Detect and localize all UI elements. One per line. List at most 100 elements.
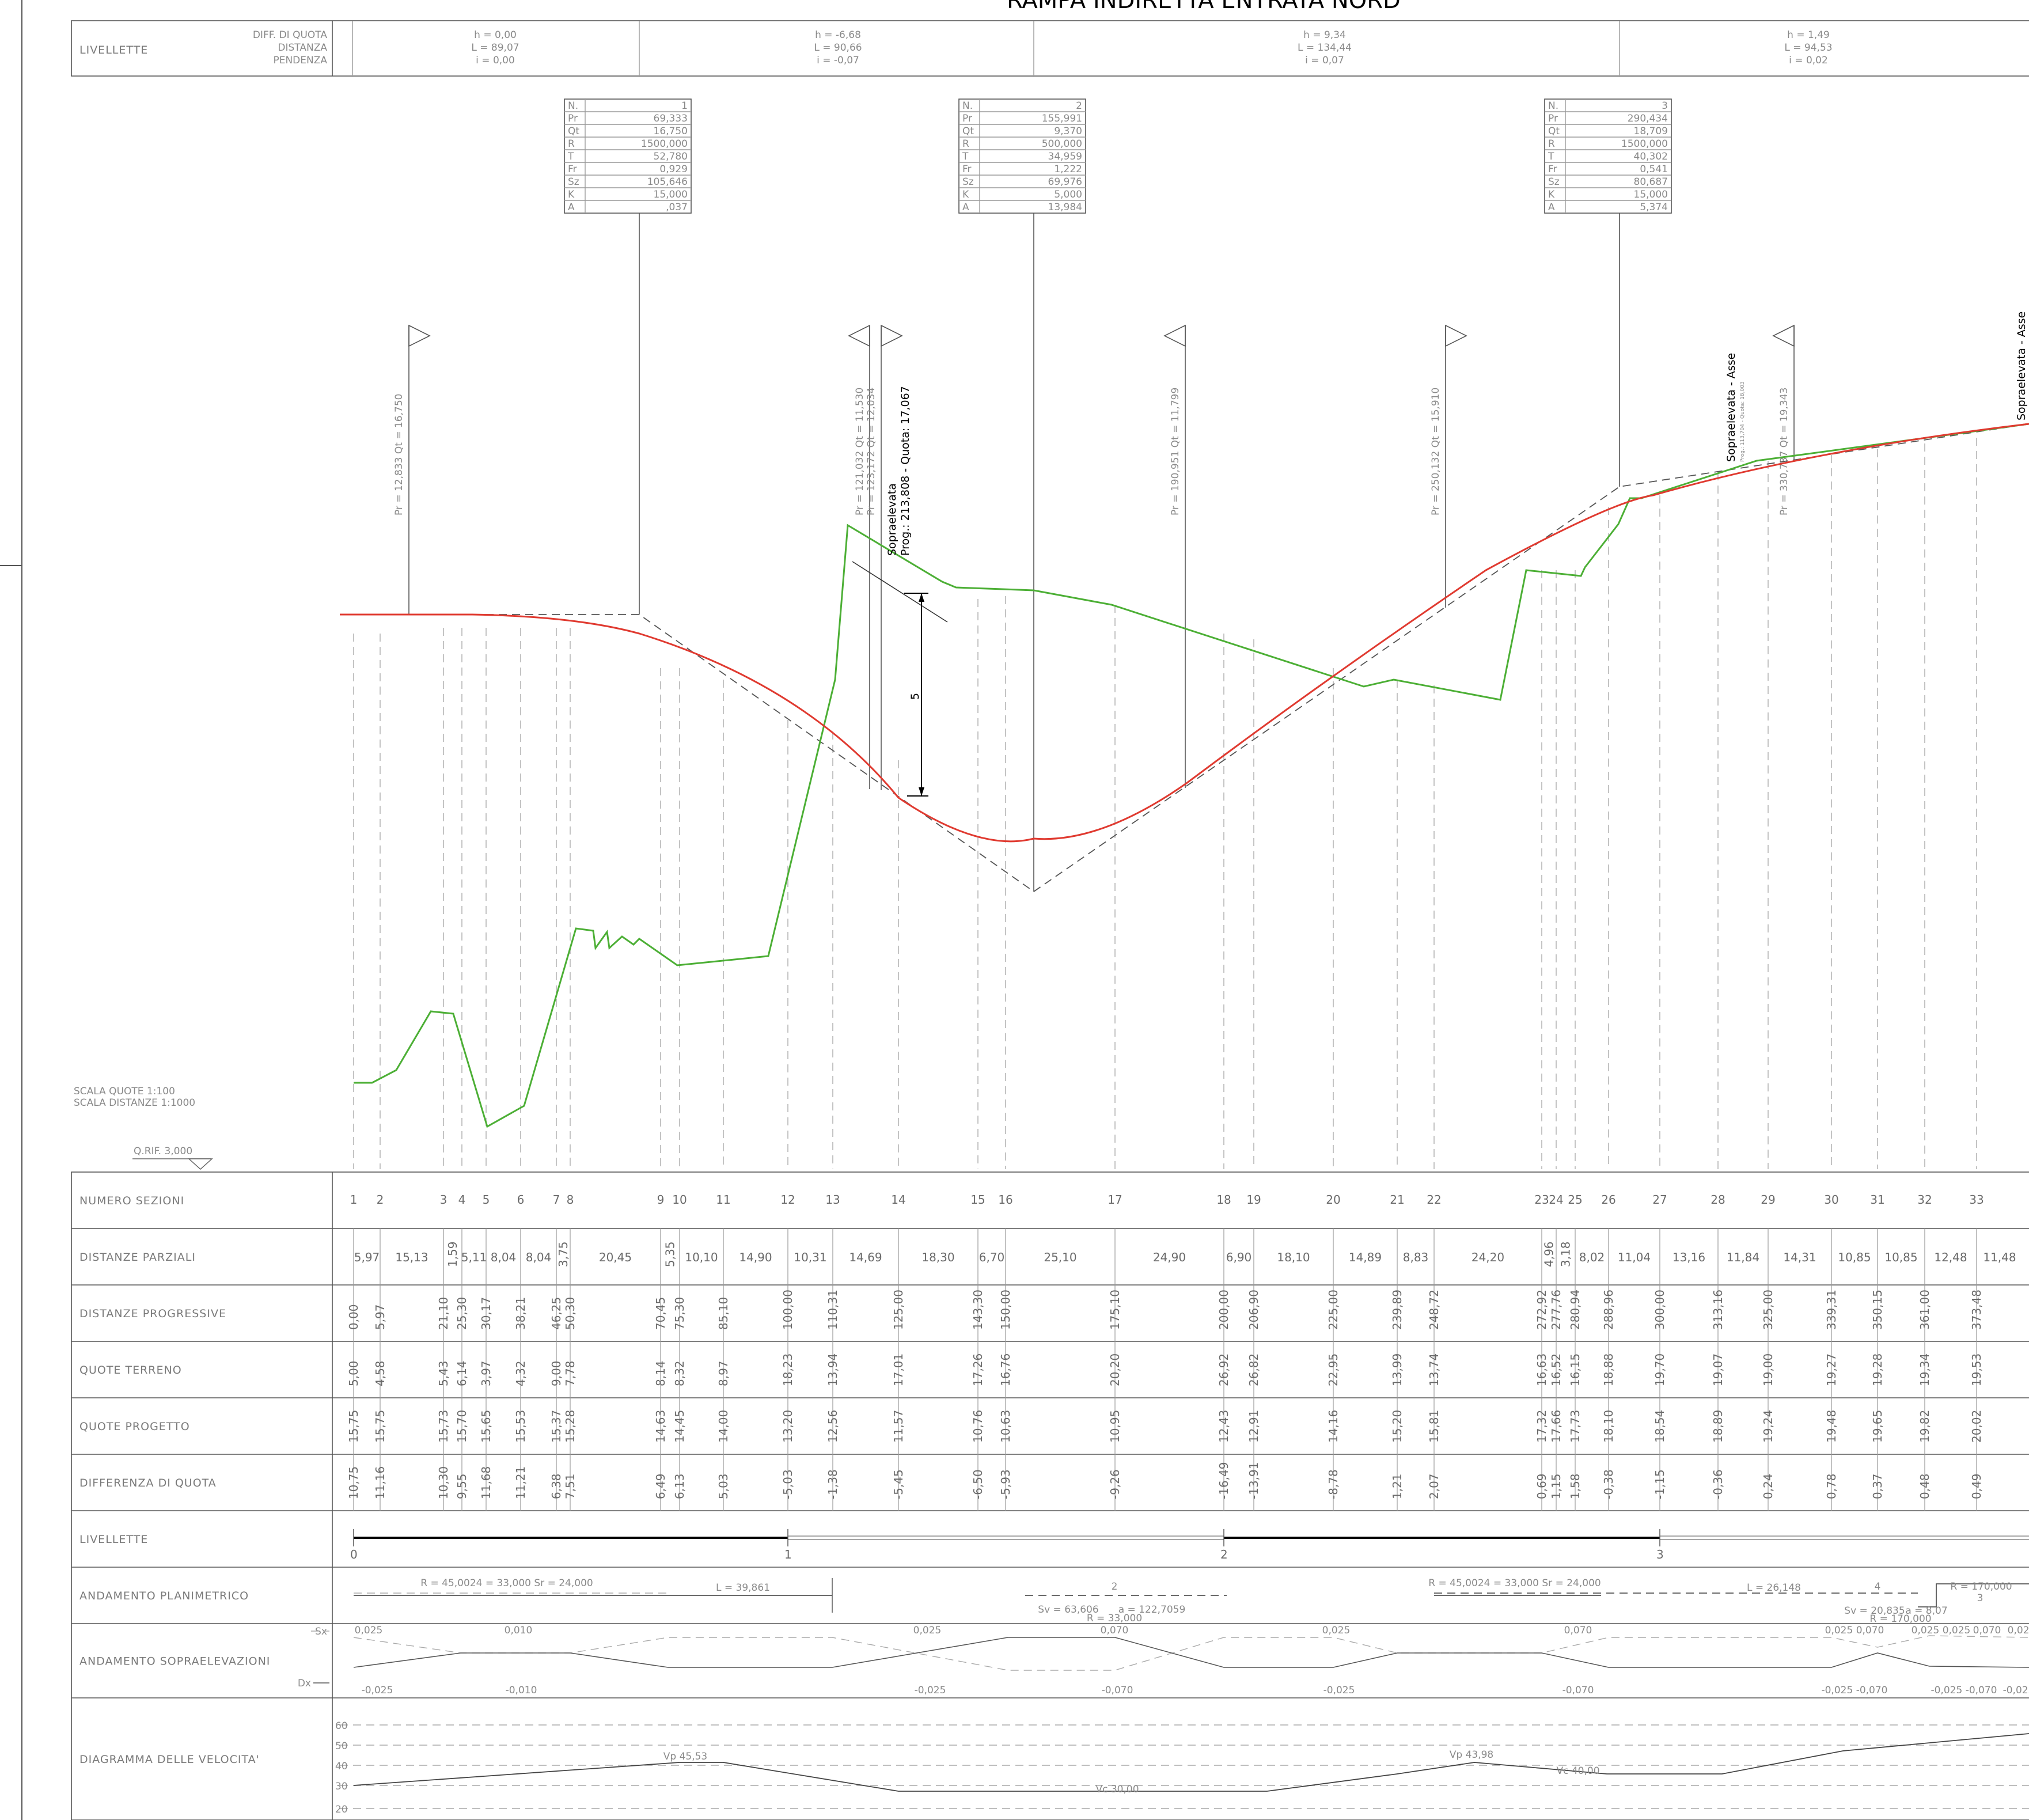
value-terrain: 16,52 bbox=[1549, 1353, 1563, 1386]
value-project: 15,37 bbox=[549, 1410, 563, 1443]
sx-label: Sx bbox=[315, 1626, 327, 1637]
value-terrain: 6,14 bbox=[455, 1360, 469, 1386]
table-row-label: QUOTE PROGETTO bbox=[79, 1420, 190, 1433]
svg-text:Fr: Fr bbox=[1548, 164, 1557, 175]
value-progressive: 70,45 bbox=[654, 1297, 668, 1330]
section-number: 1 bbox=[350, 1193, 358, 1207]
dx-label: Dx bbox=[298, 1678, 311, 1689]
partial-distance: 8,04 bbox=[526, 1250, 552, 1264]
tangent-polygon bbox=[340, 423, 2029, 893]
partial-distance: 24,90 bbox=[1153, 1250, 1186, 1264]
value-terrain: 16,76 bbox=[999, 1353, 1012, 1386]
value-terrain: 17,26 bbox=[971, 1353, 985, 1386]
value-difference: 1,58 bbox=[1568, 1473, 1582, 1499]
value-terrain: 22,95 bbox=[1326, 1353, 1340, 1386]
svg-text:Fr: Fr bbox=[568, 164, 577, 175]
value-progressive: 85,10 bbox=[716, 1297, 730, 1330]
section-number: 19 bbox=[1246, 1193, 1261, 1207]
superelevation-value: -0,025 bbox=[362, 1685, 393, 1696]
svg-text:L = 89,07: L = 89,07 bbox=[471, 42, 519, 54]
value-project: 15,75 bbox=[347, 1410, 361, 1443]
section-number: 5 bbox=[483, 1193, 490, 1207]
partial-distance: 5,11 bbox=[461, 1250, 487, 1264]
svg-text:T: T bbox=[962, 151, 969, 162]
profile-table: NUMERO SEZIONI DISTANZE PARZIALI DISTANZE … bbox=[71, 1171, 2029, 1820]
livellette-segment: h = 0,00 L = 89,07 i = 0,00 bbox=[471, 29, 519, 66]
plan-label: L = 39,861 bbox=[716, 1582, 770, 1594]
value-difference: -5,93 bbox=[999, 1469, 1012, 1499]
section-number: 12 bbox=[780, 1193, 795, 1207]
value-progressive: 350,15 bbox=[1871, 1290, 1884, 1330]
svg-text:Pr: Pr bbox=[962, 113, 972, 124]
value-progressive: 5,97 bbox=[373, 1304, 387, 1330]
value-project: 12,43 bbox=[1217, 1410, 1231, 1443]
value-terrain: 13,99 bbox=[1390, 1353, 1404, 1386]
value-progressive: 143,30 bbox=[971, 1290, 985, 1330]
section-number: 11 bbox=[716, 1193, 730, 1207]
vertex-boxes: N. 1 Pr 69,333 Qt 16,750 R 1500,000 T 52,780 Fr 0,9… bbox=[564, 98, 1672, 892]
value-progressive: 46,25 bbox=[549, 1297, 563, 1330]
partial-distance: 25,10 bbox=[1044, 1250, 1076, 1264]
plan-label: R = 45,0024 = 33,000 Sr = 24,000 bbox=[1428, 1578, 1601, 1589]
value-difference: 0,24 bbox=[1761, 1473, 1775, 1499]
value-progressive: 50,30 bbox=[563, 1297, 577, 1330]
speed-level: 60 bbox=[335, 1720, 348, 1732]
value-project: 20,02 bbox=[1970, 1410, 1984, 1443]
value-difference: 0,78 bbox=[1825, 1473, 1838, 1499]
table-row-label: DIAGRAMMA DELLE VELOCITA' bbox=[79, 1753, 260, 1766]
speed-level: 20 bbox=[335, 1804, 348, 1815]
value-difference: 0,49 bbox=[1970, 1473, 1984, 1499]
svg-text:h = -6,68: h = -6,68 bbox=[815, 29, 861, 41]
superelevation-value: 0,025 0,025 bbox=[1912, 1625, 1971, 1636]
section-number: 21 bbox=[1390, 1193, 1404, 1207]
value-terrain: 7,78 bbox=[563, 1360, 577, 1386]
partial-distance: 14,90 bbox=[739, 1250, 772, 1264]
svg-text:13,984: 13,984 bbox=[1048, 202, 1082, 213]
value-project: 19,24 bbox=[1761, 1410, 1775, 1443]
value-project: 15,28 bbox=[563, 1410, 577, 1443]
value-project: 14,63 bbox=[654, 1410, 668, 1443]
drawing-title: RAMPA INDIRETTA ENTRATA NORD bbox=[1007, 0, 1401, 14]
plan-label: Sv = 20,835 bbox=[1844, 1605, 1905, 1617]
partial-distance: 5,35 bbox=[663, 1241, 677, 1267]
svg-text:2: 2 bbox=[1076, 100, 1082, 112]
superelevation-value: 0,025 0,070 bbox=[1825, 1625, 1884, 1636]
svg-text:1: 1 bbox=[681, 100, 688, 112]
superelevation-value: 0,025 bbox=[2008, 1625, 2029, 1636]
svg-text:105,646: 105,646 bbox=[647, 176, 688, 188]
svg-text:5,000: 5,000 bbox=[1054, 189, 1082, 200]
svg-text:1500,000: 1500,000 bbox=[1621, 138, 1668, 150]
section-number: 20 bbox=[1326, 1193, 1340, 1207]
section-number: 15 bbox=[970, 1193, 985, 1207]
livelletta-node: 1 bbox=[784, 1548, 792, 1561]
value-project: 17,73 bbox=[1568, 1410, 1582, 1443]
value-difference: 0,48 bbox=[1918, 1473, 1932, 1499]
section-number: 24 bbox=[1549, 1193, 1563, 1207]
superelevation-value: 0,010 bbox=[505, 1625, 533, 1636]
section-number: 4 bbox=[458, 1193, 466, 1207]
value-difference: -13,91 bbox=[1247, 1462, 1261, 1499]
section-number: 31 bbox=[1870, 1193, 1884, 1207]
value-project: 19,82 bbox=[1918, 1410, 1932, 1443]
value-difference: 6,38 bbox=[549, 1473, 563, 1499]
svg-text:L = 90,66: L = 90,66 bbox=[814, 42, 862, 54]
svg-text:Qt: Qt bbox=[962, 126, 974, 137]
svg-text:K: K bbox=[962, 189, 969, 200]
value-terrain: 18,88 bbox=[1602, 1353, 1615, 1386]
value-terrain: 8,14 bbox=[654, 1360, 668, 1386]
datum-label: Q.RIF. 3,000 bbox=[134, 1146, 192, 1157]
svg-text:69,976: 69,976 bbox=[1048, 176, 1082, 188]
value-project: 18,54 bbox=[1653, 1410, 1667, 1443]
value-terrain: 5,00 bbox=[347, 1360, 361, 1386]
value-project: 10,95 bbox=[1108, 1410, 1122, 1443]
value-project: 18,89 bbox=[1711, 1410, 1725, 1443]
svg-text:h = 1,49: h = 1,49 bbox=[1787, 29, 1830, 41]
plan-label: R = 45,0024 = 33,000 Sr = 24,000 bbox=[420, 1578, 593, 1589]
value-project: 15,81 bbox=[1427, 1410, 1441, 1443]
table-row-label: DIFFERENZA DI QUOTA bbox=[79, 1477, 217, 1489]
value-project: 15,70 bbox=[455, 1410, 469, 1443]
station-flags: Pr = 12,833 Qt = 16,750 Pr = 121,032 Qt =… bbox=[393, 324, 1795, 790]
value-progressive: 38,21 bbox=[514, 1297, 528, 1330]
partial-distance: 3,75 bbox=[556, 1241, 570, 1267]
